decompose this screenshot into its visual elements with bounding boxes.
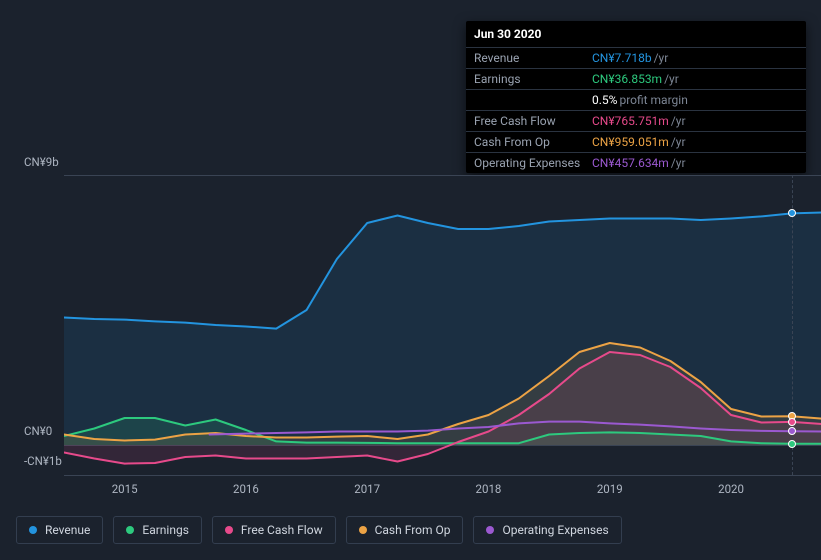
x-axis-labels: 2015 2016 2017 2018 2019 2020 [64, 482, 821, 496]
legend-item[interactable]: Operating Expenses [473, 516, 621, 544]
legend-dot-icon [126, 526, 134, 534]
tooltip-row-unit: profit margin [619, 93, 687, 107]
legend-label: Operating Expenses [502, 523, 608, 537]
financials-chart-root: Jun 30 2020 RevenueCN¥7.718b /yrEarnings… [0, 0, 821, 560]
tooltip-date: Jun 30 2020 [466, 21, 806, 47]
tooltip-row-value: 0.5% [592, 93, 617, 107]
tooltip-row: 0.5% profit margin [466, 89, 806, 110]
tooltip-row-unit: /yr [654, 51, 669, 65]
tooltip-row-label: Earnings [474, 72, 592, 86]
legend: Revenue Earnings Free Cash Flow Cash From O… [16, 516, 622, 544]
marker-dot [788, 209, 796, 217]
tooltip-row-label: Revenue [474, 51, 592, 65]
legend-dot-icon [359, 526, 367, 534]
legend-dot-icon [486, 526, 494, 534]
tooltip-row-value: CN¥959.051m [592, 135, 669, 149]
x-tick: 2018 [476, 482, 502, 496]
tooltip-row-unit: /yr [671, 135, 686, 149]
tooltip-row-value: CN¥7.718b [592, 51, 652, 65]
x-tick: 2015 [112, 482, 138, 496]
tooltip-row: EarningsCN¥36.853m /yr [466, 68, 806, 89]
y-tick-zero: CN¥0 [24, 424, 52, 438]
tooltip-row-unit: /yr [664, 72, 679, 86]
tooltip-row: Cash From OpCN¥959.051m /yr [466, 131, 806, 152]
legend-label: Earnings [142, 523, 189, 537]
legend-item[interactable]: Free Cash Flow [212, 516, 336, 544]
tooltip-row: Free Cash FlowCN¥765.751m /yr [466, 110, 806, 131]
x-tick: 2016 [233, 482, 259, 496]
chart-svg [64, 175, 821, 475]
y-tick-bottom: -CN¥1b [24, 454, 62, 468]
marker-dot [788, 440, 796, 448]
x-tick: 2017 [354, 482, 380, 496]
gridline-bottom [64, 475, 821, 476]
legend-label: Cash From Op [375, 523, 451, 537]
y-tick-top: CN¥9b [24, 155, 59, 169]
legend-item[interactable]: Earnings [113, 516, 202, 544]
legend-dot-icon [225, 526, 233, 534]
tooltip-row-label: Free Cash Flow [474, 114, 592, 128]
legend-label: Free Cash Flow [241, 523, 323, 537]
legend-item[interactable]: Revenue [16, 516, 103, 544]
legend-label: Revenue [45, 523, 90, 537]
x-tick: 2020 [718, 482, 744, 496]
tooltip-row-value: CN¥36.853m [592, 72, 662, 86]
tooltip-row-unit: /yr [671, 114, 686, 128]
marker-dot [788, 418, 796, 426]
chart-plot[interactable] [64, 175, 821, 475]
legend-dot-icon [29, 526, 37, 534]
legend-item[interactable]: Cash From Op [346, 516, 464, 544]
tooltip-box: Jun 30 2020 RevenueCN¥7.718b /yrEarnings… [466, 21, 806, 173]
tooltip-row: RevenueCN¥7.718b /yr [466, 47, 806, 68]
x-tick: 2019 [597, 482, 623, 496]
tooltip-row-label: Cash From Op [474, 135, 592, 149]
marker-dot [788, 427, 796, 435]
tooltip-row-value: CN¥765.751m [592, 114, 669, 128]
chart-wrap: CN¥9b CN¥0 -CN¥1b 2015 2016 2017 2018 2019 20… [16, 155, 806, 495]
tooltip-row-label [474, 93, 592, 107]
